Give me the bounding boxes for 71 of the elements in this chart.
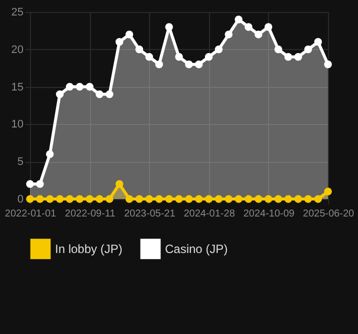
point [56,195,64,203]
point [56,90,64,98]
point [324,60,332,68]
point [66,82,74,91]
point [294,53,302,61]
point [116,180,124,188]
point [214,46,223,54]
point [185,195,193,203]
point [274,46,282,54]
x-tick-label: 2022-09-11 [64,208,116,220]
x-tick-label: 2023-05-21 [124,208,176,220]
point [165,195,173,203]
point [224,195,233,203]
y-tick-label: 10 [11,118,24,131]
point [116,38,124,46]
point [135,46,144,54]
point [76,82,84,91]
x-tick-label: 2024-01-28 [184,208,236,220]
point [254,30,262,38]
legend-label: In lobby (JP) [55,242,122,256]
point [214,195,223,203]
point [284,53,292,61]
point [264,23,272,31]
point [254,195,262,203]
point [244,23,252,31]
point [96,90,104,98]
point [224,30,233,38]
y-tick-label: 0 [17,194,24,206]
point [314,195,322,203]
point [86,82,94,91]
point [194,60,203,68]
point [96,195,104,203]
point [314,38,322,46]
point [155,60,164,68]
point [106,195,114,203]
point [135,195,144,203]
point [234,16,242,24]
point [36,195,44,203]
point [244,195,252,203]
point [46,195,54,203]
point [46,150,54,158]
point [284,195,292,203]
x-tick-label: 2025-06-20 [302,208,355,220]
point [165,23,173,31]
y-tick-label: 20 [11,44,24,56]
point [294,195,302,203]
point [204,53,213,61]
y-tick-label: 25 [11,6,24,18]
point [145,53,154,61]
point [106,90,114,98]
point [304,46,312,54]
point [26,180,34,188]
legend-label: Casino (JP) [165,242,228,256]
point [324,188,332,196]
point [125,30,134,38]
point [304,195,312,203]
point [125,195,134,203]
point [194,195,203,203]
x-tick-label: 2024-10-09 [243,208,295,220]
point [155,195,164,203]
y-tick-label: 15 [11,81,24,94]
point [175,195,183,203]
point [76,195,84,203]
y-tick-label: 5 [17,156,24,168]
point [274,195,282,203]
point [175,53,183,61]
point [234,195,242,203]
point [36,180,44,188]
point [66,195,74,203]
point [185,60,193,68]
x-tick-label: 2022-01-01 [4,208,57,220]
